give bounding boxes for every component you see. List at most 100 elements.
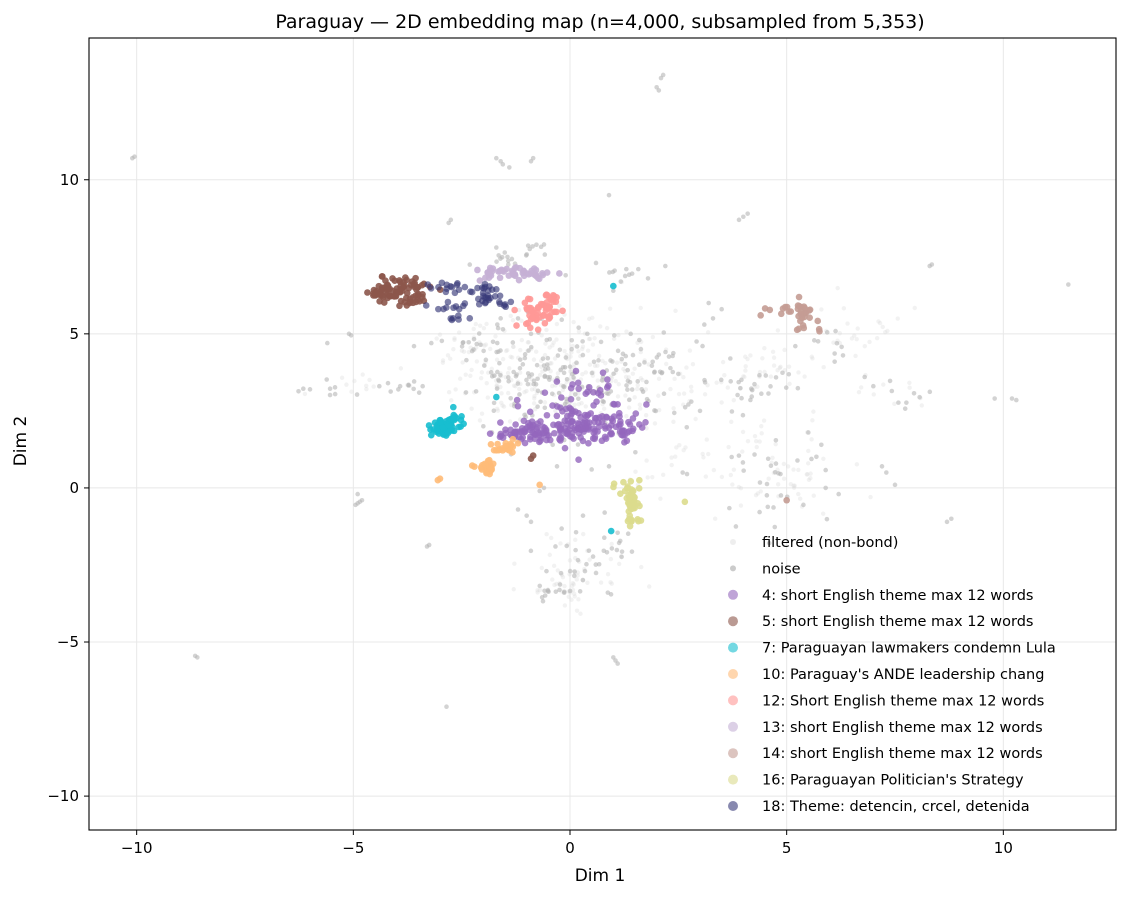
cluster-0-point [541,424,549,432]
filtered-point [550,383,555,389]
cluster-0-point [563,427,571,435]
filtered-point [690,361,696,367]
noise-point [494,340,500,346]
filtered-point [478,375,484,381]
filtered-point [806,477,812,482]
filtered-point [592,363,598,369]
noise-point [929,262,935,267]
filtered-point [650,474,655,480]
filtered-point [821,365,826,370]
filtered-point [493,334,498,339]
noise-point [411,386,416,392]
noise-point [585,331,590,337]
filtered-point [360,372,365,377]
cluster-0-point [533,424,541,431]
noise-point [538,399,543,405]
noise-point [757,480,763,485]
noise-point [601,548,607,554]
noise-point [561,370,567,376]
cluster-6-point [806,314,813,321]
filtered-point [617,561,622,567]
noise-point [917,394,922,400]
filtered-point [508,354,513,360]
cluster-8-point [444,298,452,306]
cluster-3-point [509,435,517,443]
cluster-4-point [525,304,533,312]
filtered-point [474,359,480,364]
filtered-point [557,303,562,309]
filtered-point [762,345,767,351]
filtered-point [856,390,862,395]
filtered-point [657,407,662,413]
noise-point [525,243,531,248]
noise-point [132,154,137,159]
noise-point [689,399,694,404]
cluster-0-point [545,432,553,439]
filtered-point [609,581,614,586]
filtered-point [907,385,912,390]
filtered-point [748,353,753,358]
noise-point [811,338,817,343]
filtered-point [643,413,649,418]
cluster-1-point [412,274,419,282]
noise-point [625,387,630,392]
cluster-1-point [416,298,423,305]
noise-point [833,328,838,334]
noise-point [515,507,521,512]
noise-point [733,524,739,529]
cluster-0-point [502,429,510,437]
noise-point [517,357,523,362]
filtered-point [571,319,576,325]
filtered-point [719,400,724,405]
noise-point [768,463,774,469]
cluster-8-point [435,283,442,291]
filtered-point [535,590,540,595]
filtered-point [483,342,489,347]
filtered-point [771,355,777,360]
noise-point [540,356,546,361]
noise-point [638,346,644,352]
filtered-point [752,434,758,439]
noise-point [354,392,360,397]
cluster-6-point [794,302,802,309]
filtered-point [726,444,731,450]
cluster-0-point [543,411,551,419]
filtered-point [811,409,816,414]
noise-point [944,519,950,525]
noise-point [499,254,505,260]
filtered-point [554,337,559,342]
noise-point [589,467,594,472]
noise-point [582,568,588,574]
filtered-point [632,395,637,400]
cluster-7-point [625,508,633,515]
filtered-point [821,456,826,461]
cluster-3-point [486,463,493,470]
noise-point [823,485,828,491]
noise-point [429,340,434,346]
filtered-point [810,356,815,361]
filtered-point [849,336,855,341]
filtered-point [550,343,555,348]
noise-point [534,242,539,247]
noise-point [684,471,690,477]
cluster-1-point [391,293,399,300]
cluster-1-point [402,274,409,281]
noise-point [580,577,586,583]
filtered-point [571,582,576,587]
noise-point [887,378,893,384]
filtered-point [668,386,673,392]
filtered-point [482,343,487,348]
noise-point [508,395,513,401]
cluster-6-point [757,312,764,319]
cluster-7-point [636,476,643,484]
filtered-point [669,455,674,460]
filtered-point [632,366,637,371]
noise-point [505,258,511,264]
noise-point [783,385,789,390]
filtered-point [560,574,566,580]
filtered-point [743,364,748,369]
cluster-2-point [427,431,435,439]
noise-point [607,270,612,275]
noise-point [569,338,575,343]
noise-point [671,350,676,356]
